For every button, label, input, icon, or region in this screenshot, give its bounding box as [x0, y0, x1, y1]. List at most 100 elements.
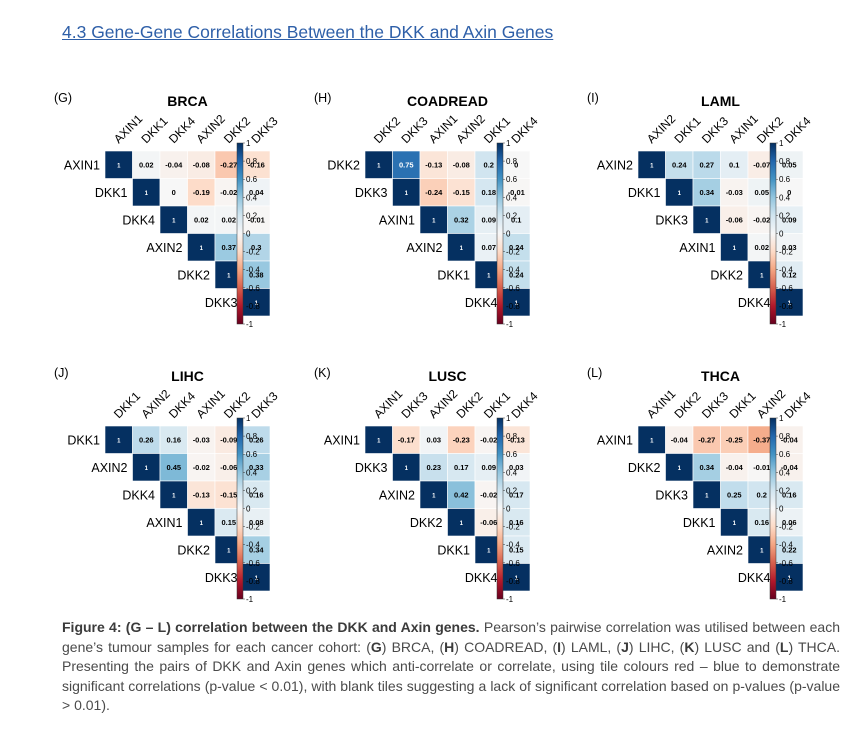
column-label: AXIN2	[453, 111, 488, 146]
cell-value: 1	[733, 246, 737, 252]
colorbar-tick: -0.8	[779, 577, 793, 586]
cell-value: 0.16	[782, 490, 797, 499]
cell-value: 0.16	[249, 490, 264, 499]
heatmap-panel-k: (K) LUSC AXIN1 DKK3 AXIN2 DKK2 DKK1 DKK4 AXIN1 1-…	[300, 363, 565, 604]
column-label: AXIN1	[111, 111, 146, 146]
cell-value: 0.3	[251, 243, 261, 252]
cell-value: -0.04	[781, 435, 799, 444]
cell-value: 1	[487, 548, 491, 554]
colorbar-tick: 0.4	[779, 468, 791, 477]
cell-value: 1	[255, 301, 259, 307]
row-label: AXIN2	[379, 488, 415, 502]
cell-value: -0.06	[480, 518, 497, 527]
cell-value: 1	[145, 191, 149, 197]
caption-ref-l: L	[779, 638, 789, 655]
cell-value: 1	[172, 218, 176, 224]
column-label: DKK2	[453, 389, 485, 421]
colorbar-tick: -0.8	[779, 302, 793, 311]
caption-text: ) LIHC, (	[628, 638, 685, 655]
column-label: AXIN2	[193, 111, 228, 146]
heatmap-cell	[502, 453, 531, 482]
cell-value: 1	[760, 273, 764, 279]
cell-value: -0.08	[453, 160, 470, 169]
colorbar	[769, 417, 777, 600]
heatmap-cell	[242, 535, 271, 564]
heatmap-cell	[720, 178, 749, 207]
colorbar-tick: 0.2	[246, 486, 258, 495]
cell-value: -0.15	[220, 490, 237, 499]
cell-value: 1	[405, 466, 409, 472]
heatmap-panel-h: (H) COADREAD DKK2 DKK3 AXIN1 AXIN2 DKK1 DKK4 DKK…	[300, 88, 565, 329]
row-label: DKK3	[205, 296, 238, 310]
heatmap-cell	[104, 425, 133, 454]
heatmap-cell	[392, 150, 421, 179]
cell-value: -0.04	[781, 463, 799, 472]
cell-value: -0.04	[165, 160, 183, 169]
heatmap-cell	[502, 480, 531, 509]
column-label: DKK3	[398, 114, 430, 146]
colorbar-tick: 0.2	[246, 211, 258, 220]
cell-value: 1	[650, 438, 654, 444]
cell-value: 1	[788, 576, 792, 582]
row-label: AXIN1	[679, 241, 715, 255]
row-label: DKK2	[628, 461, 661, 475]
column-label: DKK3	[699, 389, 731, 421]
cell-value: -0.17	[398, 435, 415, 444]
heatmap-cell	[104, 150, 133, 179]
heatmap-cell	[637, 425, 666, 454]
colorbar-tick: 0.6	[506, 450, 518, 459]
heatmap-cell	[775, 205, 804, 234]
cell-value: 0.02	[754, 243, 769, 252]
column-label: DKK4	[781, 114, 813, 146]
heatmap-cell	[502, 260, 531, 289]
colorbar-tick: 1	[506, 139, 511, 148]
colorbar-tick: -1	[246, 595, 254, 604]
cell-value: 0.26	[139, 435, 154, 444]
cell-value: 0.02	[139, 160, 154, 169]
cell-value: 1	[145, 466, 149, 472]
heatmap-cell	[419, 453, 448, 482]
row-label: AXIN2	[91, 461, 127, 475]
column-label: DKK3	[248, 389, 280, 421]
heatmap-cell	[187, 233, 216, 262]
cell-value: 1	[117, 163, 121, 169]
colorbar-tick: -1	[779, 595, 787, 604]
heatmap-cell	[187, 453, 216, 482]
cell-value: -0.03	[726, 188, 743, 197]
colorbar-tick: -0.4	[246, 266, 260, 275]
cell-value: -0.02	[480, 490, 497, 499]
column-label: DKK2	[671, 389, 703, 421]
colorbar-tick: 0.6	[246, 450, 258, 459]
heatmap-panel-l: (L) THCA AXIN1 DKK2 DKK3 DKK1 AXIN2 DKK4 AXIN1 1-…	[573, 363, 838, 604]
cell-value: -0.02	[220, 188, 237, 197]
cell-value: 0.45	[166, 463, 181, 472]
cell-value: 0.03	[426, 435, 441, 444]
cell-value: 1	[515, 301, 519, 307]
heatmap-cell	[364, 425, 393, 454]
row-label: DKK1	[67, 433, 100, 447]
cell-value: 1	[200, 246, 204, 252]
chart-title: COADREAD	[407, 93, 488, 109]
heatmap-cell	[242, 453, 271, 482]
cell-value: -0.01	[508, 188, 525, 197]
colorbar-tick: -0.2	[246, 248, 260, 257]
heatmap-cell	[447, 480, 476, 509]
cell-value: 0.12	[782, 270, 797, 279]
cell-value: 0.2	[757, 490, 767, 499]
cell-value: -0.06	[726, 215, 743, 224]
cell-value: 0.18	[481, 188, 496, 197]
colorbar	[496, 142, 504, 325]
colorbar-tick: -0.2	[506, 248, 520, 257]
heatmap-cell	[132, 453, 161, 482]
cell-value: 0.16	[509, 518, 524, 527]
cell-value: 0.33	[249, 463, 264, 472]
cell-value: 0.34	[249, 545, 264, 554]
heatmap-panel-i: (I) LAML AXIN2 DKK1 DKK3 AXIN1 DKK2 DKK4 AXIN2 1 0…	[573, 88, 838, 329]
colorbar-tick: 0	[506, 230, 511, 239]
chart-title: LIHC	[171, 368, 204, 384]
cell-value: 0.07	[481, 243, 496, 252]
panel-label: (I)	[587, 91, 599, 105]
cell-value: 1	[200, 521, 204, 527]
heatmap-cell	[187, 178, 216, 207]
column-label: DKK3	[248, 114, 280, 146]
